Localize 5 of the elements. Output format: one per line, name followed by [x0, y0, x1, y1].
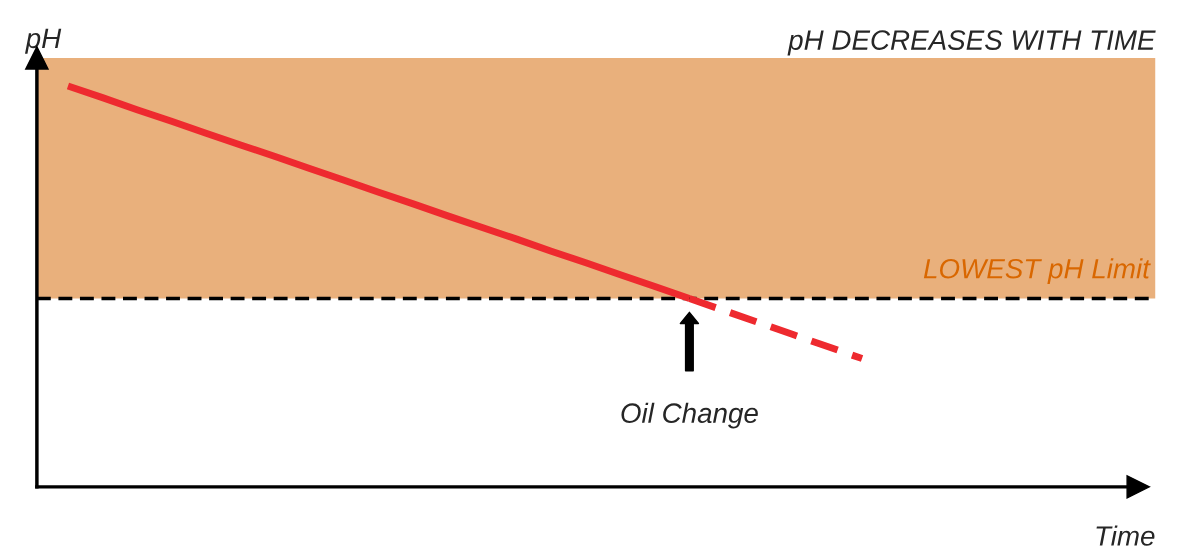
y-axis-title: pH: [25, 28, 62, 54]
chart-title: pH DECREASES WITH TIME: [787, 30, 1156, 56]
annotation: Oil Change: [621, 402, 758, 429]
x-axis-title: Time: [1096, 525, 1155, 546]
band-label: LOWEST pH Limit: [923, 258, 1151, 285]
